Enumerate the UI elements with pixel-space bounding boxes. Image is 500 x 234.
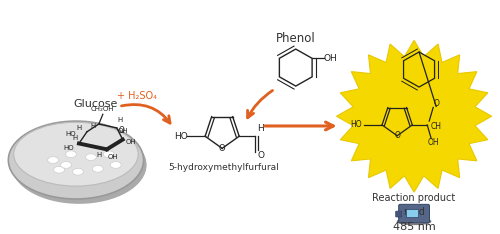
Text: H: H [90, 123, 96, 129]
Text: HO: HO [64, 145, 74, 151]
Text: 5-hydroxymethylfurfural: 5-hydroxymethylfurfural [169, 163, 280, 172]
Ellipse shape [66, 151, 76, 158]
Text: O: O [219, 144, 226, 153]
Text: 485 nm: 485 nm [392, 222, 436, 232]
Text: + H₂SO₄: + H₂SO₄ [116, 91, 156, 101]
Ellipse shape [92, 165, 104, 172]
Ellipse shape [14, 122, 138, 186]
Text: O: O [394, 131, 400, 140]
Text: O: O [433, 99, 439, 108]
Text: CH₂OH: CH₂OH [91, 106, 114, 112]
Ellipse shape [104, 151, 115, 158]
Text: H: H [72, 135, 78, 141]
Text: H: H [96, 152, 102, 158]
Text: H: H [117, 117, 122, 123]
Text: Reaction product
read: Reaction product read [372, 193, 456, 217]
Text: H: H [256, 124, 264, 133]
Text: Glucose: Glucose [74, 99, 118, 109]
Ellipse shape [54, 166, 64, 173]
Text: OH: OH [126, 139, 136, 145]
FancyBboxPatch shape [406, 209, 418, 217]
Ellipse shape [48, 157, 58, 164]
Ellipse shape [60, 161, 72, 168]
FancyBboxPatch shape [396, 211, 402, 217]
Ellipse shape [397, 218, 431, 225]
Text: O: O [258, 151, 264, 160]
Text: CH: CH [430, 122, 441, 132]
Text: OH: OH [323, 54, 337, 63]
Text: HO: HO [350, 121, 362, 129]
Text: O: O [119, 126, 124, 135]
Ellipse shape [8, 121, 143, 199]
Ellipse shape [72, 168, 84, 175]
Text: Phenol: Phenol [276, 32, 316, 45]
Polygon shape [336, 40, 492, 192]
Text: OH: OH [108, 154, 118, 160]
Text: OH: OH [428, 138, 439, 147]
Text: HO: HO [66, 131, 76, 137]
Text: H: H [76, 125, 82, 131]
Ellipse shape [110, 161, 121, 168]
Text: OH: OH [118, 128, 128, 134]
Ellipse shape [12, 126, 146, 204]
Text: HO: HO [174, 132, 188, 141]
Ellipse shape [86, 154, 96, 161]
FancyBboxPatch shape [398, 204, 430, 223]
